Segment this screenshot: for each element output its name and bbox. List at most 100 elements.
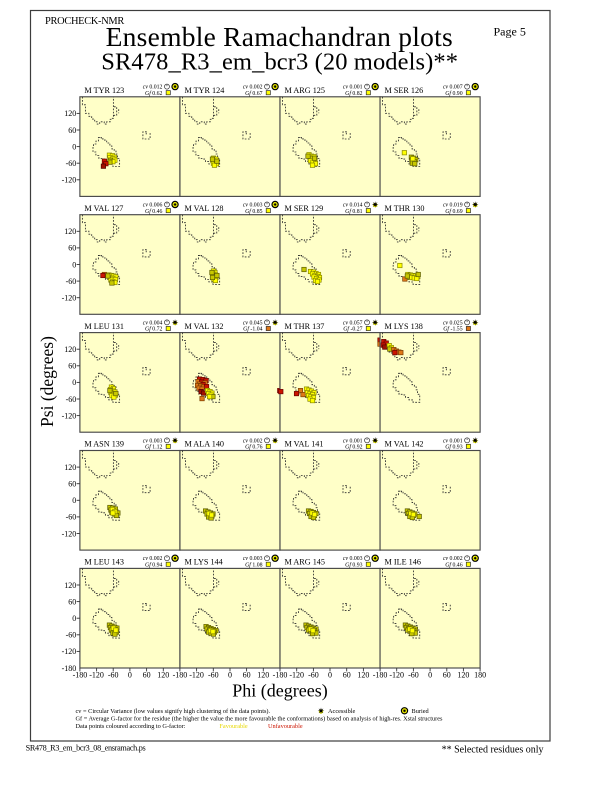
svg-text:SR478_R3_em_bcr3 (20 models)**: SR478_R3_em_bcr3 (20 models)** <box>101 48 458 75</box>
svg-text:-180: -180 <box>62 664 77 673</box>
svg-text:0: 0 <box>72 614 76 623</box>
svg-text:60: 60 <box>68 126 76 135</box>
svg-text:cv 0.007: cv 0.007 <box>443 85 463 91</box>
svg-text:-60: -60 <box>66 513 77 522</box>
svg-text:0: 0 <box>72 496 76 505</box>
svg-text:Gf -1.04: Gf -1.04 <box>243 326 262 333</box>
svg-text:-180: -180 <box>173 671 188 680</box>
svg-text:Gf 0.69: Gf 0.69 <box>445 208 463 215</box>
svg-text:-60: -60 <box>108 671 119 680</box>
svg-text:Gf 0.93: Gf 0.93 <box>345 562 363 569</box>
svg-text:0: 0 <box>72 378 76 387</box>
svg-text:-60: -60 <box>308 671 319 680</box>
svg-text:180: 180 <box>474 671 486 680</box>
svg-text:0: 0 <box>228 671 232 680</box>
svg-text:Gf 0.92: Gf 0.92 <box>345 444 363 451</box>
svg-text:0: 0 <box>128 671 132 680</box>
svg-text:M VAL 141: M VAL 141 <box>285 440 324 449</box>
svg-text:Gf 0.76: Gf 0.76 <box>245 444 263 451</box>
svg-text:Page 5: Page 5 <box>494 25 526 39</box>
svg-text:cv 0.003: cv 0.003 <box>243 556 263 562</box>
svg-text:60: 60 <box>68 244 76 253</box>
svg-text:cv 0.001: cv 0.001 <box>343 438 363 444</box>
svg-text:Gf = Average G-factor for the: Gf = Average G-factor for the residue (t… <box>76 716 443 723</box>
svg-text:M ARG 125: M ARG 125 <box>285 86 326 95</box>
svg-text:120: 120 <box>457 671 469 680</box>
svg-text:Gf 0.72: Gf 0.72 <box>145 326 163 333</box>
svg-text:cv 0.012: cv 0.012 <box>143 85 163 91</box>
svg-text:60: 60 <box>243 671 251 680</box>
svg-text:Gf 0.46: Gf 0.46 <box>445 562 463 569</box>
svg-text:cv 0.014: cv 0.014 <box>343 203 363 209</box>
svg-text:60: 60 <box>68 480 76 489</box>
svg-text:Gf -1.55: Gf -1.55 <box>443 326 462 333</box>
svg-text:Ensemble Ramachandran plots: Ensemble Ramachandran plots <box>106 21 453 52</box>
svg-text:SR478_R3_em_bcr3_08_ensramach.: SR478_R3_em_bcr3_08_ensramach.ps <box>26 744 146 753</box>
svg-text:M SER 126: M SER 126 <box>385 86 424 95</box>
svg-text:M LEU 131: M LEU 131 <box>84 322 124 331</box>
svg-text:cv 0.001: cv 0.001 <box>343 85 363 91</box>
svg-text:cv 0.006: cv 0.006 <box>143 203 163 209</box>
svg-text:M ASN 139: M ASN 139 <box>84 440 124 449</box>
svg-text:Gf 0.46: Gf 0.46 <box>145 208 163 215</box>
svg-text:M TYR 123: M TYR 123 <box>84 86 124 95</box>
svg-text:Phi (degrees): Phi (degrees) <box>232 681 327 702</box>
svg-text:120: 120 <box>64 581 76 590</box>
svg-text:cv 0.019: cv 0.019 <box>443 203 463 209</box>
svg-text:-120: -120 <box>389 671 404 680</box>
svg-text:60: 60 <box>343 671 351 680</box>
svg-text:-120: -120 <box>62 529 77 538</box>
svg-text:M ILE 146: M ILE 146 <box>385 558 421 567</box>
svg-text:0: 0 <box>328 671 332 680</box>
svg-text:cv 0.045: cv 0.045 <box>243 320 263 326</box>
svg-text:cv = Circular Variance (low va: cv = Circular Variance (low values signi… <box>76 708 271 715</box>
svg-text:-120: -120 <box>62 176 77 185</box>
svg-text:0: 0 <box>72 142 76 151</box>
svg-text:120: 120 <box>357 671 369 680</box>
svg-text:cv 0.002: cv 0.002 <box>143 556 163 562</box>
svg-text:M TYR 124: M TYR 124 <box>184 86 224 95</box>
svg-text:60: 60 <box>68 597 76 606</box>
svg-text:Gf 1.12: Gf 1.12 <box>145 444 163 451</box>
svg-text:0: 0 <box>72 260 76 269</box>
svg-text:120: 120 <box>64 227 76 236</box>
svg-text:M LEU 143: M LEU 143 <box>84 558 124 567</box>
svg-text:60: 60 <box>68 362 76 371</box>
svg-text:Gf 0.85: Gf 0.85 <box>245 208 263 215</box>
svg-text:M VAL 142: M VAL 142 <box>385 440 424 449</box>
svg-text:cv 0.057: cv 0.057 <box>343 320 363 326</box>
svg-text:-120: -120 <box>62 411 77 420</box>
svg-text:Data points coloured according: Data points coloured according to G-fact… <box>76 723 186 730</box>
svg-text:M LYS 138: M LYS 138 <box>385 322 423 331</box>
svg-text:Favourable: Favourable <box>219 723 248 730</box>
svg-text:M THR 137: M THR 137 <box>285 322 325 331</box>
svg-text:-60: -60 <box>408 671 419 680</box>
svg-text:cv 0.001: cv 0.001 <box>443 438 463 444</box>
svg-text:cv 0.002: cv 0.002 <box>443 556 463 562</box>
svg-text:Gf 0.67: Gf 0.67 <box>245 90 263 97</box>
svg-text:-180: -180 <box>373 671 388 680</box>
svg-text:PROCHECK-NMR: PROCHECK-NMR <box>45 16 124 27</box>
svg-text:Gf 0.81: Gf 0.81 <box>345 208 363 215</box>
svg-text:-120: -120 <box>62 647 77 656</box>
svg-text:-60: -60 <box>66 631 77 640</box>
svg-text:Gf 0.90: Gf 0.90 <box>445 90 463 97</box>
svg-text:M VAL 132: M VAL 132 <box>184 322 223 331</box>
svg-text:120: 120 <box>64 109 76 118</box>
svg-text:cv 0.003: cv 0.003 <box>343 556 363 562</box>
svg-text:cv 0.003: cv 0.003 <box>243 203 263 209</box>
svg-text:-60: -60 <box>208 671 219 680</box>
svg-text:cv 0.002: cv 0.002 <box>243 85 263 91</box>
svg-text:** Selected residues only: ** Selected residues only <box>442 745 544 756</box>
svg-text:Psi (degrees): Psi (degrees) <box>37 336 57 427</box>
svg-text:M ARG 145: M ARG 145 <box>285 558 326 567</box>
svg-text:-60: -60 <box>66 159 77 168</box>
svg-text:-180: -180 <box>273 671 288 680</box>
svg-text:cv 0.002: cv 0.002 <box>243 438 263 444</box>
svg-text:-120: -120 <box>62 294 77 303</box>
svg-text:M ALA 140: M ALA 140 <box>184 440 224 449</box>
svg-text:Gf 0.94: Gf 0.94 <box>145 562 163 569</box>
svg-text:M VAL 128: M VAL 128 <box>184 204 223 213</box>
svg-text:60: 60 <box>143 671 151 680</box>
svg-text:120: 120 <box>64 463 76 472</box>
